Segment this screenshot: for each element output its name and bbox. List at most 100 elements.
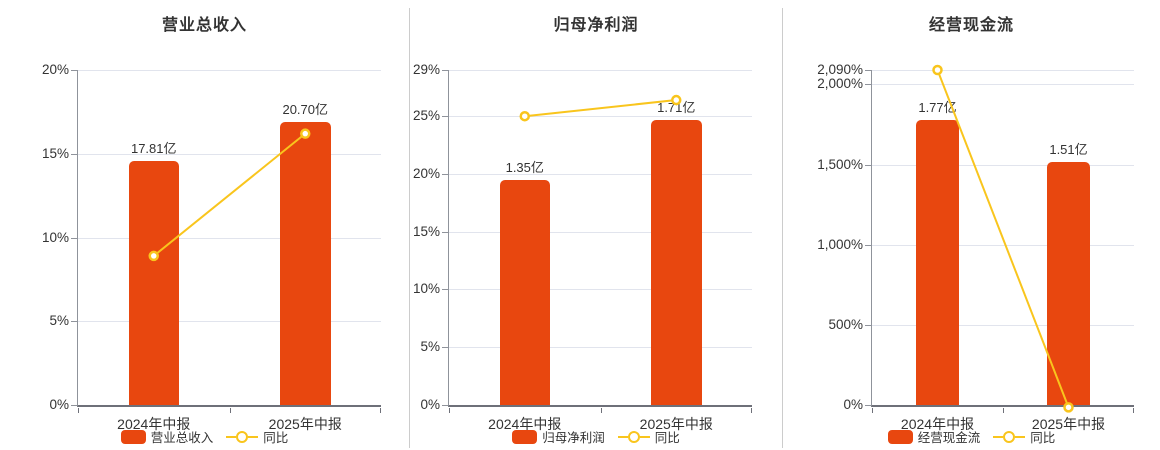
- panel-divider: [409, 8, 410, 448]
- y-axis-label: 10%: [412, 281, 440, 297]
- y-axis-label: 5%: [49, 313, 69, 329]
- y-axis-tick: [441, 116, 448, 118]
- gridline: [78, 70, 381, 71]
- y-axis-tick: [70, 405, 77, 406]
- yoy-line-marker[interactable]: [1063, 402, 1074, 413]
- gridline: [872, 324, 1134, 326]
- x-axis-tick: [78, 407, 79, 413]
- gridline: [78, 237, 381, 239]
- y-axis-tick: [70, 153, 77, 155]
- y-axis-tick: [441, 405, 448, 406]
- y-axis-label: 15%: [412, 223, 440, 239]
- y-axis-label: 1,000%: [817, 236, 863, 252]
- y-axis-tick: [441, 347, 448, 349]
- y-axis-label: 20%: [412, 165, 440, 181]
- y-axis-label: 20%: [41, 62, 69, 77]
- bar-2024年中报[interactable]: [128, 161, 179, 405]
- y-axis-label: 5%: [420, 339, 440, 355]
- x-axis-tick: [449, 407, 450, 413]
- yoy-line-marker[interactable]: [148, 250, 159, 262]
- legend-line-label: 同比: [1030, 431, 1056, 445]
- legend: 经营现金流 同比: [783, 427, 1160, 446]
- legend-bar-label: 归母净利润: [542, 431, 605, 445]
- y-axis-label: 0%: [843, 397, 863, 412]
- gridline: [872, 84, 1134, 86]
- legend-line-label: 同比: [654, 431, 680, 445]
- y-axis-tick: [441, 289, 448, 291]
- legend-item-bar[interactable]: 经营现金流: [887, 427, 981, 446]
- y-axis-tick: [864, 164, 871, 166]
- gridline: [872, 244, 1134, 246]
- legend-bar-label: 经营现金流: [917, 431, 981, 445]
- plot-area: 0% 5% 10% 15% 20% 17.81亿 2024年中报 20.70亿 2025年中报: [42, 62, 381, 432]
- yoy-line-marker[interactable]: [671, 94, 682, 106]
- yoy-line-layer: [148, 128, 311, 262]
- bar-value-label: 17.81亿: [130, 141, 177, 157]
- x-axis-category-label: 2024年中报: [117, 416, 191, 432]
- x-axis-tick: [380, 407, 381, 413]
- y-axis-tick: [70, 321, 77, 323]
- x-axis-tick: [1003, 407, 1004, 413]
- y-axis-label: 29%: [412, 62, 440, 77]
- y-axis-tick: [441, 70, 448, 71]
- x-axis-category-label: 2024年中报: [488, 416, 562, 432]
- gridline: [449, 173, 752, 175]
- y-axis-tick: [441, 231, 448, 233]
- bar-value-label: 1.77亿: [918, 99, 957, 115]
- panel-divider: [782, 8, 783, 448]
- y-axis-tick: [70, 70, 77, 71]
- bar-value-label: 1.71亿: [657, 100, 696, 115]
- gridline: [449, 70, 752, 71]
- y-axis-label: 2,000%: [817, 76, 863, 92]
- y-axis-label: 0%: [420, 397, 440, 412]
- yoy-line-layer: [519, 94, 682, 122]
- legend-item-line[interactable]: 同比: [617, 427, 680, 446]
- x-axis-category-label: 2024年中报: [900, 416, 975, 432]
- gridline: [872, 164, 1134, 166]
- y-axis-tick: [864, 70, 871, 71]
- y-axis-tick: [864, 324, 871, 326]
- y-axis-label: 500%: [828, 316, 863, 332]
- yoy-line-marker[interactable]: [932, 64, 943, 76]
- chart-panel: 营业总收入 0% 5% 10% 15% 20% 17.81亿 2024年中报 20.70亿 20…: [0, 0, 409, 450]
- line-marker-icon: [617, 430, 650, 444]
- legend-item-bar[interactable]: 归母净利润: [512, 427, 605, 446]
- gridline: [449, 231, 752, 233]
- bar-swatch-icon: [887, 429, 913, 444]
- bar-swatch-icon: [120, 429, 146, 444]
- y-axis-label: 2,090%: [817, 62, 863, 77]
- yoy-line-marker[interactable]: [519, 110, 530, 122]
- legend-item-line[interactable]: 同比: [226, 427, 288, 446]
- bar-2024年中报[interactable]: [499, 180, 550, 405]
- x-axis-category-label: 2025年中报: [268, 416, 342, 432]
- gridline: [449, 289, 752, 291]
- yoy-line-marker[interactable]: [300, 128, 311, 139]
- legend-line-label: 同比: [263, 431, 289, 445]
- gridline: [78, 321, 381, 323]
- chart-panel: 归母净利润 0% 5% 10% 15% 20% 25% 29% 1.35亿 2024年中报 1.7…: [410, 0, 782, 450]
- legend-item-bar[interactable]: 营业总收入: [120, 427, 214, 446]
- y-axis-label: 15%: [41, 145, 69, 161]
- gridline: [449, 116, 752, 118]
- line-marker-icon: [226, 430, 259, 444]
- bar-2025年中报[interactable]: [651, 120, 702, 405]
- y-axis-label: 1,500%: [817, 156, 863, 172]
- gridline: [872, 70, 1134, 71]
- y-axis-tick: [70, 237, 77, 239]
- y-axis-label: 25%: [412, 108, 440, 124]
- x-axis-tick: [751, 407, 752, 413]
- legend-bar-label: 营业总收入: [150, 431, 214, 445]
- legend-item-line[interactable]: 同比: [993, 427, 1055, 446]
- chart-title: 归母净利润: [553, 17, 639, 34]
- chart-title: 营业总收入: [161, 17, 247, 34]
- bar-2024年中报[interactable]: [915, 119, 960, 405]
- x-axis-tick: [872, 407, 873, 413]
- plot-area: 0% 500% 1,000% 1,500% 2,000% 2,090% 1.77亿 2024年…: [817, 62, 1134, 432]
- bar-2025年中报[interactable]: [280, 121, 331, 405]
- bar-2025年中报[interactable]: [1046, 161, 1091, 405]
- line-marker-icon: [993, 430, 1026, 444]
- y-axis-label: 10%: [41, 229, 69, 245]
- yoy-line: [153, 132, 306, 257]
- y-axis-tick: [864, 244, 871, 246]
